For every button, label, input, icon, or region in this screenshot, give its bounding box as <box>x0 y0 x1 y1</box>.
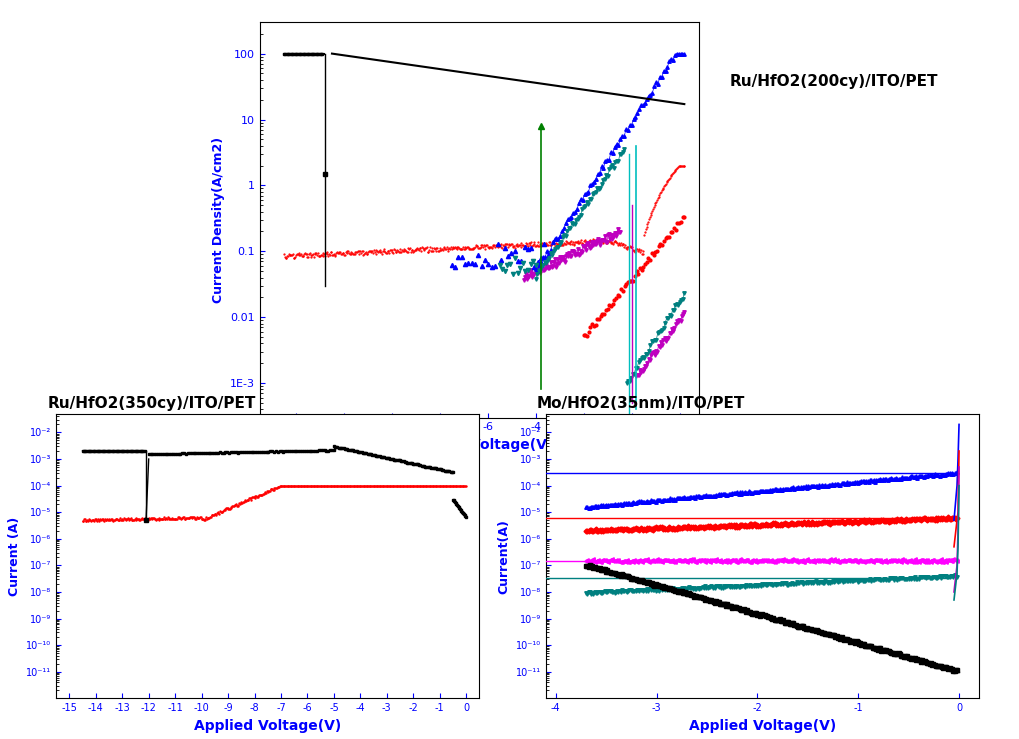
X-axis label: Applied Voltage(V): Applied Voltage(V) <box>194 719 341 733</box>
Y-axis label: Current (A): Current (A) <box>7 517 20 596</box>
X-axis label: Applied Voltage(V): Applied Voltage(V) <box>688 719 836 733</box>
Text: Ru/HfO2(350cy)/ITO/PET: Ru/HfO2(350cy)/ITO/PET <box>48 396 256 412</box>
X-axis label: Applied Voltage(V): Applied Voltage(V) <box>406 438 552 452</box>
Text: Ru/HfO2(200cy)/ITO/PET: Ru/HfO2(200cy)/ITO/PET <box>729 74 936 89</box>
Y-axis label: Current(A): Current(A) <box>496 519 510 593</box>
Text: Mo/HfO2(35nm)/ITO/PET: Mo/HfO2(35nm)/ITO/PET <box>537 396 745 412</box>
Y-axis label: Current Density(A/cm2): Current Density(A/cm2) <box>212 137 224 303</box>
